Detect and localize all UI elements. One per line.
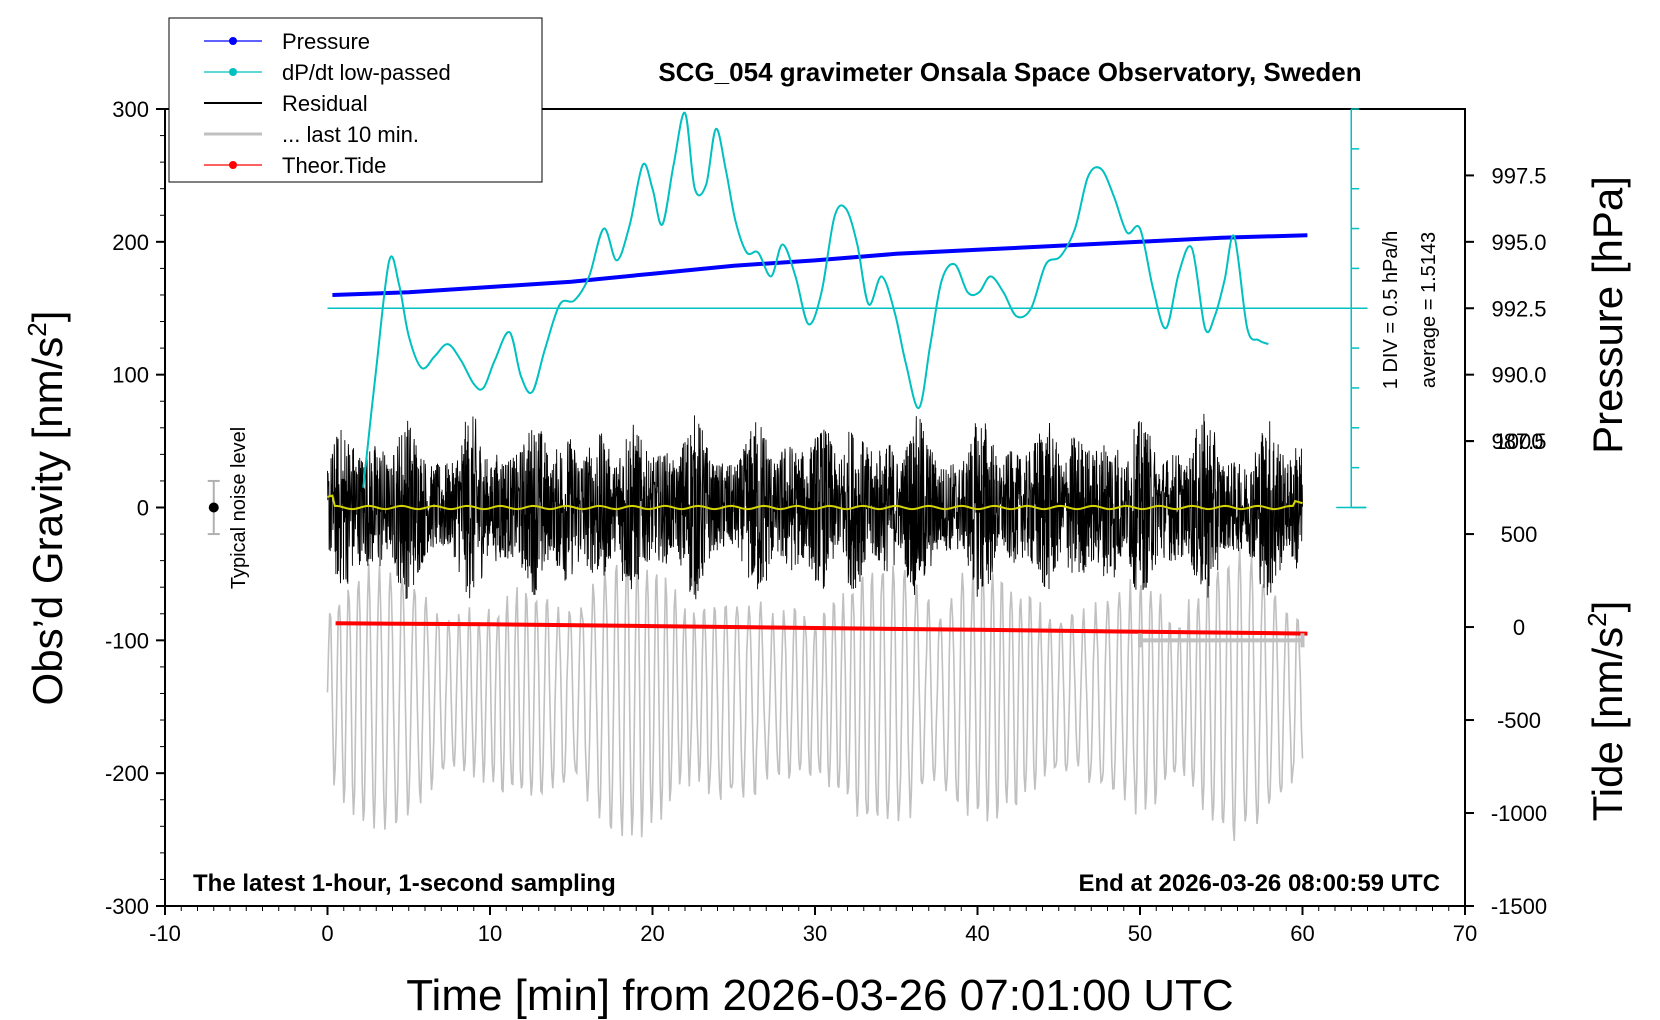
pressure-tick-label: 992.5 (1491, 296, 1546, 321)
x-tick-label: 70 (1453, 921, 1477, 946)
x-tick-label: 30 (803, 921, 827, 946)
tide-tick-label: 0 (1513, 615, 1525, 640)
legend: Pressure dP/dt low-passed Residual ... last… (168, 17, 543, 183)
x-tick-label: 10 (478, 921, 502, 946)
legend-label: Theor.Tide (282, 153, 386, 178)
pressure-line (332, 233, 1308, 297)
gravity-tick-label: -100 (105, 628, 149, 653)
legend-marker (229, 37, 237, 45)
footer-right-label: End at 2026-03-26 08:00:59 UTC (1079, 870, 1441, 897)
tide-tick-label: -1000 (1491, 801, 1547, 826)
gravity-tick-label: 100 (112, 363, 149, 388)
tide-y-axis-label: Tide [nm/s2] (1582, 601, 1631, 822)
dpdt-series (362, 111, 1269, 488)
gravity-y-axis-label: Obs’d Gravity [nm/s2] (22, 311, 71, 706)
legend-label: ... last 10 min. (282, 122, 419, 147)
residual-line (327, 413, 1303, 600)
legend-marker (229, 68, 237, 76)
tide-tick-label: 1000 (1495, 429, 1544, 454)
plot-area (164, 108, 1466, 907)
pressure-tick-label: 987.5 (1491, 429, 1546, 454)
pressure-series (332, 233, 1308, 297)
x-axis-label: Time [min] from 2026-03-26 07:01:00 UTC (406, 971, 1233, 1020)
tide-residual-grey-series (326, 547, 1304, 841)
last-10-min-marker (1138, 633, 1305, 648)
gravity-tick-label: -200 (105, 761, 149, 786)
legend-label: dP/dt low-passed (282, 60, 451, 85)
noise-level-label: Typical noise level (228, 427, 250, 589)
dpdt-scale-label: 1 DIV = 0.5 hPa/h (1380, 231, 1402, 389)
pressure-tick-label: 990.0 (1491, 363, 1546, 388)
x-axis: -10 0 10 20 30 40 50 60 70 (149, 906, 1477, 946)
tide-tick-label: -1500 (1491, 894, 1547, 919)
residual-series (327, 413, 1303, 600)
x-tick-label: 40 (965, 921, 989, 946)
tide-line (335, 621, 1308, 636)
x-tick-label: 0 (321, 921, 333, 946)
x-tick-label: 20 (640, 921, 664, 946)
pressure-y-axis: 997.5 995.0 992.5 990.0 987.5 (1465, 163, 1547, 454)
tide-y-axis: 1000 500 0 -500 -1000 -1500 (1465, 429, 1547, 919)
pressure-tick-label: 995.0 (1491, 230, 1546, 255)
tide-tick-label: 500 (1501, 522, 1538, 547)
legend-label: Pressure (282, 29, 370, 54)
x-tick-label: 60 (1290, 921, 1314, 946)
legend-label: Residual (282, 91, 368, 116)
chart-title: SCG_054 gravimeter Onsala Space Observat… (658, 57, 1361, 87)
tide-residual-grey-line (326, 547, 1304, 841)
smoothed-residual-series (327, 494, 1303, 511)
pressure-y-axis-label: Pressure [hPa] (1584, 176, 1631, 454)
gravity-y-axis: 300 200 100 0 -100 -200 -300 (105, 97, 165, 919)
dpdt-average-label: average = 1.5143 (1418, 232, 1440, 388)
legend-box (168, 17, 543, 183)
gravity-tick-label: 0 (137, 496, 149, 521)
noise-level-bar (207, 479, 220, 536)
theoretical-tide-series (335, 621, 1308, 636)
dpdt-scale-axis (327, 108, 1368, 509)
gravity-tick-label: 300 (112, 97, 149, 122)
x-tick-label: -10 (149, 921, 181, 946)
noise-bar-dot (208, 502, 219, 513)
legend-marker (229, 161, 237, 169)
smoothed-residual-line (327, 494, 1303, 511)
gravity-tick-label: -300 (105, 894, 149, 919)
dpdt-line (362, 111, 1269, 488)
tide-tick-label: -500 (1497, 708, 1541, 733)
gravity-tick-label: 200 (112, 230, 149, 255)
pressure-tick-label: 997.5 (1491, 163, 1546, 188)
footer-left-label: The latest 1-hour, 1-second sampling (193, 870, 616, 897)
x-tick-label: 50 (1128, 921, 1152, 946)
